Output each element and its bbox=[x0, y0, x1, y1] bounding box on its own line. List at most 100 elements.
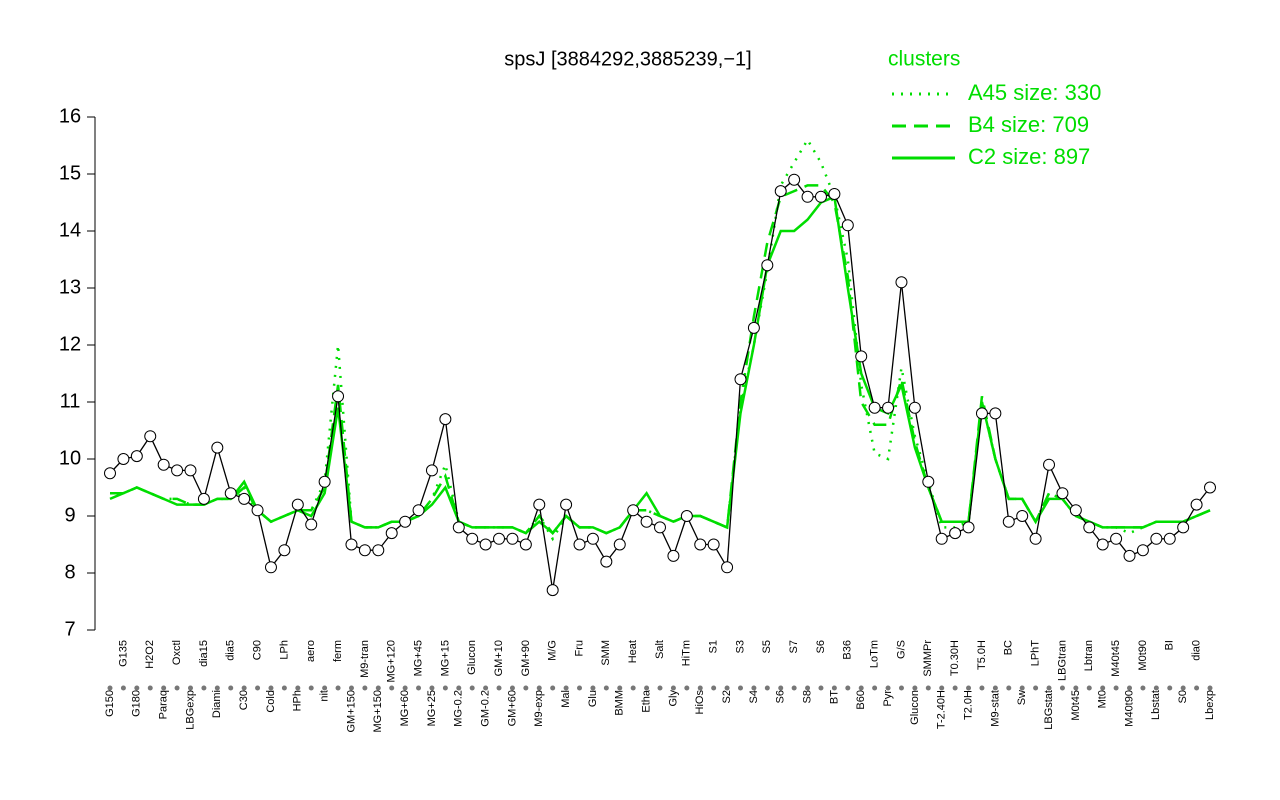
data-point bbox=[399, 515, 412, 528]
x-dot bbox=[308, 685, 314, 691]
x-dot bbox=[536, 685, 542, 691]
x-dot bbox=[1019, 685, 1025, 691]
data-point bbox=[171, 464, 184, 477]
x-tick-label: MG+150 bbox=[372, 690, 384, 733]
x-tick-label: GM+60 bbox=[506, 690, 518, 726]
x-tick-label: BMM bbox=[614, 690, 626, 716]
x-tick-label: nit bbox=[319, 690, 331, 702]
x-dot bbox=[577, 685, 583, 691]
data-point bbox=[1029, 532, 1042, 545]
x-tick-label: G180 bbox=[131, 690, 143, 717]
data-point bbox=[908, 401, 921, 414]
x-tick-label: H2O2 bbox=[144, 640, 156, 669]
x-dot bbox=[1113, 685, 1119, 691]
x-dot bbox=[483, 685, 489, 691]
data-point bbox=[774, 185, 787, 198]
x-tick-label: HPh bbox=[292, 690, 304, 711]
legend-label: A45 size: 330 bbox=[968, 80, 1101, 105]
x-dot bbox=[523, 685, 529, 691]
x-tick-label: Gly bbox=[667, 690, 679, 707]
x-dot bbox=[120, 685, 126, 691]
x-dot bbox=[295, 685, 301, 691]
data-point bbox=[949, 527, 962, 540]
data-point bbox=[264, 561, 277, 574]
y-tick-label: 7 bbox=[64, 618, 75, 640]
x-dot bbox=[1086, 685, 1092, 691]
data-point bbox=[1002, 515, 1015, 528]
x-tick-label: M0t45 bbox=[1070, 690, 1082, 721]
x-tick-label: S3 bbox=[734, 640, 746, 653]
y-tick-label: 10 bbox=[59, 447, 81, 469]
data-point bbox=[694, 538, 707, 551]
x-tick-label: LBGstat bbox=[1043, 690, 1055, 730]
x-dot bbox=[362, 685, 368, 691]
x-tick-label: S6 bbox=[775, 690, 787, 703]
x-dot bbox=[925, 685, 931, 691]
x-tick-label: GM+150 bbox=[345, 690, 357, 733]
data-point bbox=[882, 401, 895, 414]
x-dot bbox=[603, 685, 609, 691]
legend-label: C2 size: 897 bbox=[968, 144, 1090, 169]
x-dot bbox=[268, 685, 274, 691]
x-dot bbox=[791, 685, 797, 691]
x-dot bbox=[831, 685, 837, 691]
x-tick-label: M0t90 bbox=[1137, 640, 1149, 671]
x-tick-label: MG+25 bbox=[426, 690, 438, 726]
data-point bbox=[680, 510, 693, 522]
x-dot bbox=[348, 685, 354, 691]
x-dot bbox=[174, 685, 180, 691]
x-tick-label: MG+120 bbox=[386, 640, 398, 683]
data-point bbox=[425, 464, 438, 477]
x-dot bbox=[939, 685, 945, 691]
x-dot bbox=[1046, 685, 1052, 691]
data-point bbox=[761, 259, 774, 272]
x-tick-label: S0 bbox=[1177, 690, 1189, 703]
x-dot bbox=[657, 685, 663, 691]
data-point bbox=[197, 492, 210, 505]
data-point bbox=[922, 475, 935, 488]
x-tick-label: LBGexp bbox=[184, 690, 196, 730]
x-tick-label: T2.0H bbox=[962, 690, 974, 720]
x-dot bbox=[402, 685, 408, 691]
x-tick-label: M/G bbox=[547, 640, 559, 661]
x-tick-label: Diami bbox=[211, 690, 223, 718]
data-point bbox=[358, 544, 371, 557]
data-point bbox=[627, 504, 640, 517]
x-tick-label: Etha bbox=[640, 689, 652, 713]
data-point bbox=[278, 544, 291, 557]
data-point bbox=[654, 521, 666, 534]
x-dot bbox=[966, 685, 972, 691]
legend-label: B4 size: 709 bbox=[968, 112, 1089, 137]
data-point bbox=[238, 492, 251, 505]
x-dot bbox=[1033, 685, 1039, 691]
x-tick-label: G135 bbox=[117, 640, 129, 667]
x-tick-label: GM-0.2 bbox=[480, 690, 492, 727]
data-point bbox=[788, 173, 801, 186]
x-tick-label: HiOs bbox=[694, 690, 706, 715]
x-dot bbox=[885, 685, 891, 691]
x-dot bbox=[872, 685, 878, 691]
x-dot bbox=[389, 685, 395, 691]
data-point bbox=[479, 538, 492, 551]
y-tick-label: 12 bbox=[59, 333, 81, 355]
x-tick-label: T0.30H bbox=[949, 640, 961, 676]
x-tick-label: M9-stat bbox=[989, 690, 1001, 727]
x-dot bbox=[550, 685, 556, 691]
x-tick-label: ferm bbox=[332, 640, 344, 662]
x-tick-label: S5 bbox=[761, 640, 773, 653]
x-dot bbox=[228, 685, 234, 691]
x-dot bbox=[429, 685, 435, 691]
data-point bbox=[1123, 549, 1136, 562]
data-point bbox=[291, 498, 304, 511]
x-tick-label: S6 bbox=[815, 640, 827, 653]
x-dot bbox=[281, 685, 287, 691]
x-dot bbox=[563, 685, 569, 691]
x-tick-label: Glucon bbox=[466, 640, 478, 675]
x-tick-label: M40t45 bbox=[1110, 640, 1122, 677]
data-point bbox=[1069, 504, 1082, 517]
x-dot bbox=[590, 685, 596, 691]
legend-title: clusters bbox=[888, 48, 960, 71]
x-dot bbox=[912, 685, 918, 691]
x-dot bbox=[1140, 685, 1146, 691]
x-dot bbox=[1006, 685, 1012, 691]
